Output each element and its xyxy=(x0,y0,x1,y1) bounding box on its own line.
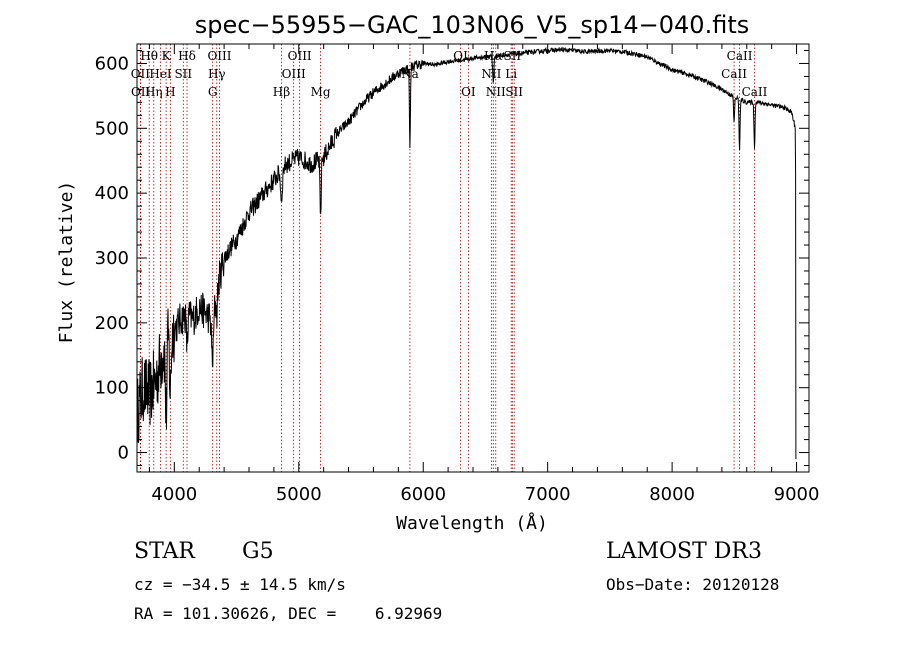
line-label: OIII xyxy=(288,49,312,63)
line-label: OIII xyxy=(282,67,306,81)
y-tick-label: 0 xyxy=(118,443,129,464)
line-label: K xyxy=(162,49,172,63)
y-tick-label: 400 xyxy=(95,183,129,204)
line-label: Hγ xyxy=(208,67,226,81)
line-label: NII xyxy=(481,67,501,81)
survey-name: LAMOST DR3 xyxy=(606,539,762,564)
chart-title: spec−55955−GAC_103N06_V5_sp14−040.fits xyxy=(195,11,749,39)
line-label: Hη xyxy=(145,85,163,99)
redshift-cz: cz = −34.5 ± 14.5 km/s xyxy=(134,575,346,594)
coordinates: RA = 101.30626, DEC = 6.92969 xyxy=(134,604,443,623)
line-label: Mg xyxy=(311,85,331,99)
line-label: CaII xyxy=(742,85,768,99)
line-label: CaII xyxy=(727,49,753,63)
object-class: STAR xyxy=(134,539,195,564)
plot-frame xyxy=(136,43,810,473)
line-label: CaII xyxy=(721,67,747,81)
line-label: SII xyxy=(174,67,192,81)
line-label: HeI xyxy=(149,67,172,81)
y-tick-label: 100 xyxy=(95,378,129,399)
x-tick-label: 8000 xyxy=(649,484,695,505)
line-label: OI xyxy=(461,85,476,99)
line-label: NII xyxy=(486,85,506,99)
y-tick-label: 200 xyxy=(95,313,129,334)
x-tick-label: 9000 xyxy=(774,484,820,505)
x-tick-label: 6000 xyxy=(400,484,446,505)
subclass: G5 xyxy=(242,539,274,564)
x-tick-label: 7000 xyxy=(525,484,571,505)
y-tick-label: 600 xyxy=(95,53,129,74)
line-label: G xyxy=(208,85,218,99)
obs-date: Obs−Date: 20120128 xyxy=(606,575,780,594)
line-label: OII xyxy=(131,85,151,99)
x-axis-label: Wavelength (Å) xyxy=(396,512,548,534)
line-markers xyxy=(139,44,755,472)
line-label: SII xyxy=(505,85,523,99)
line-label: Hδ xyxy=(178,49,196,63)
y-axis-label: Flux (relative) xyxy=(56,181,77,344)
spectrum-line xyxy=(136,46,797,460)
line-label: OII xyxy=(131,67,151,81)
line-labels: Hθ OII OII K HeI Hη SII H Hδ OIII Hγ G Hβ OIII OIII Mg N… xyxy=(131,49,768,99)
y-tick-label: 500 xyxy=(95,118,129,139)
line-label: Hβ xyxy=(273,85,290,99)
axis-ticks: 4000 5000 6000 7000 8000 9000 0 100 200 300 400 500… xyxy=(95,44,820,505)
line-label: OIII xyxy=(207,49,231,63)
x-tick-label: 4000 xyxy=(151,484,197,505)
line-label: Li xyxy=(505,67,517,81)
x-tick-label: 5000 xyxy=(276,484,322,505)
line-label: H xyxy=(165,85,175,99)
y-tick-label: 300 xyxy=(95,248,129,269)
line-label: Hθ xyxy=(140,49,158,63)
